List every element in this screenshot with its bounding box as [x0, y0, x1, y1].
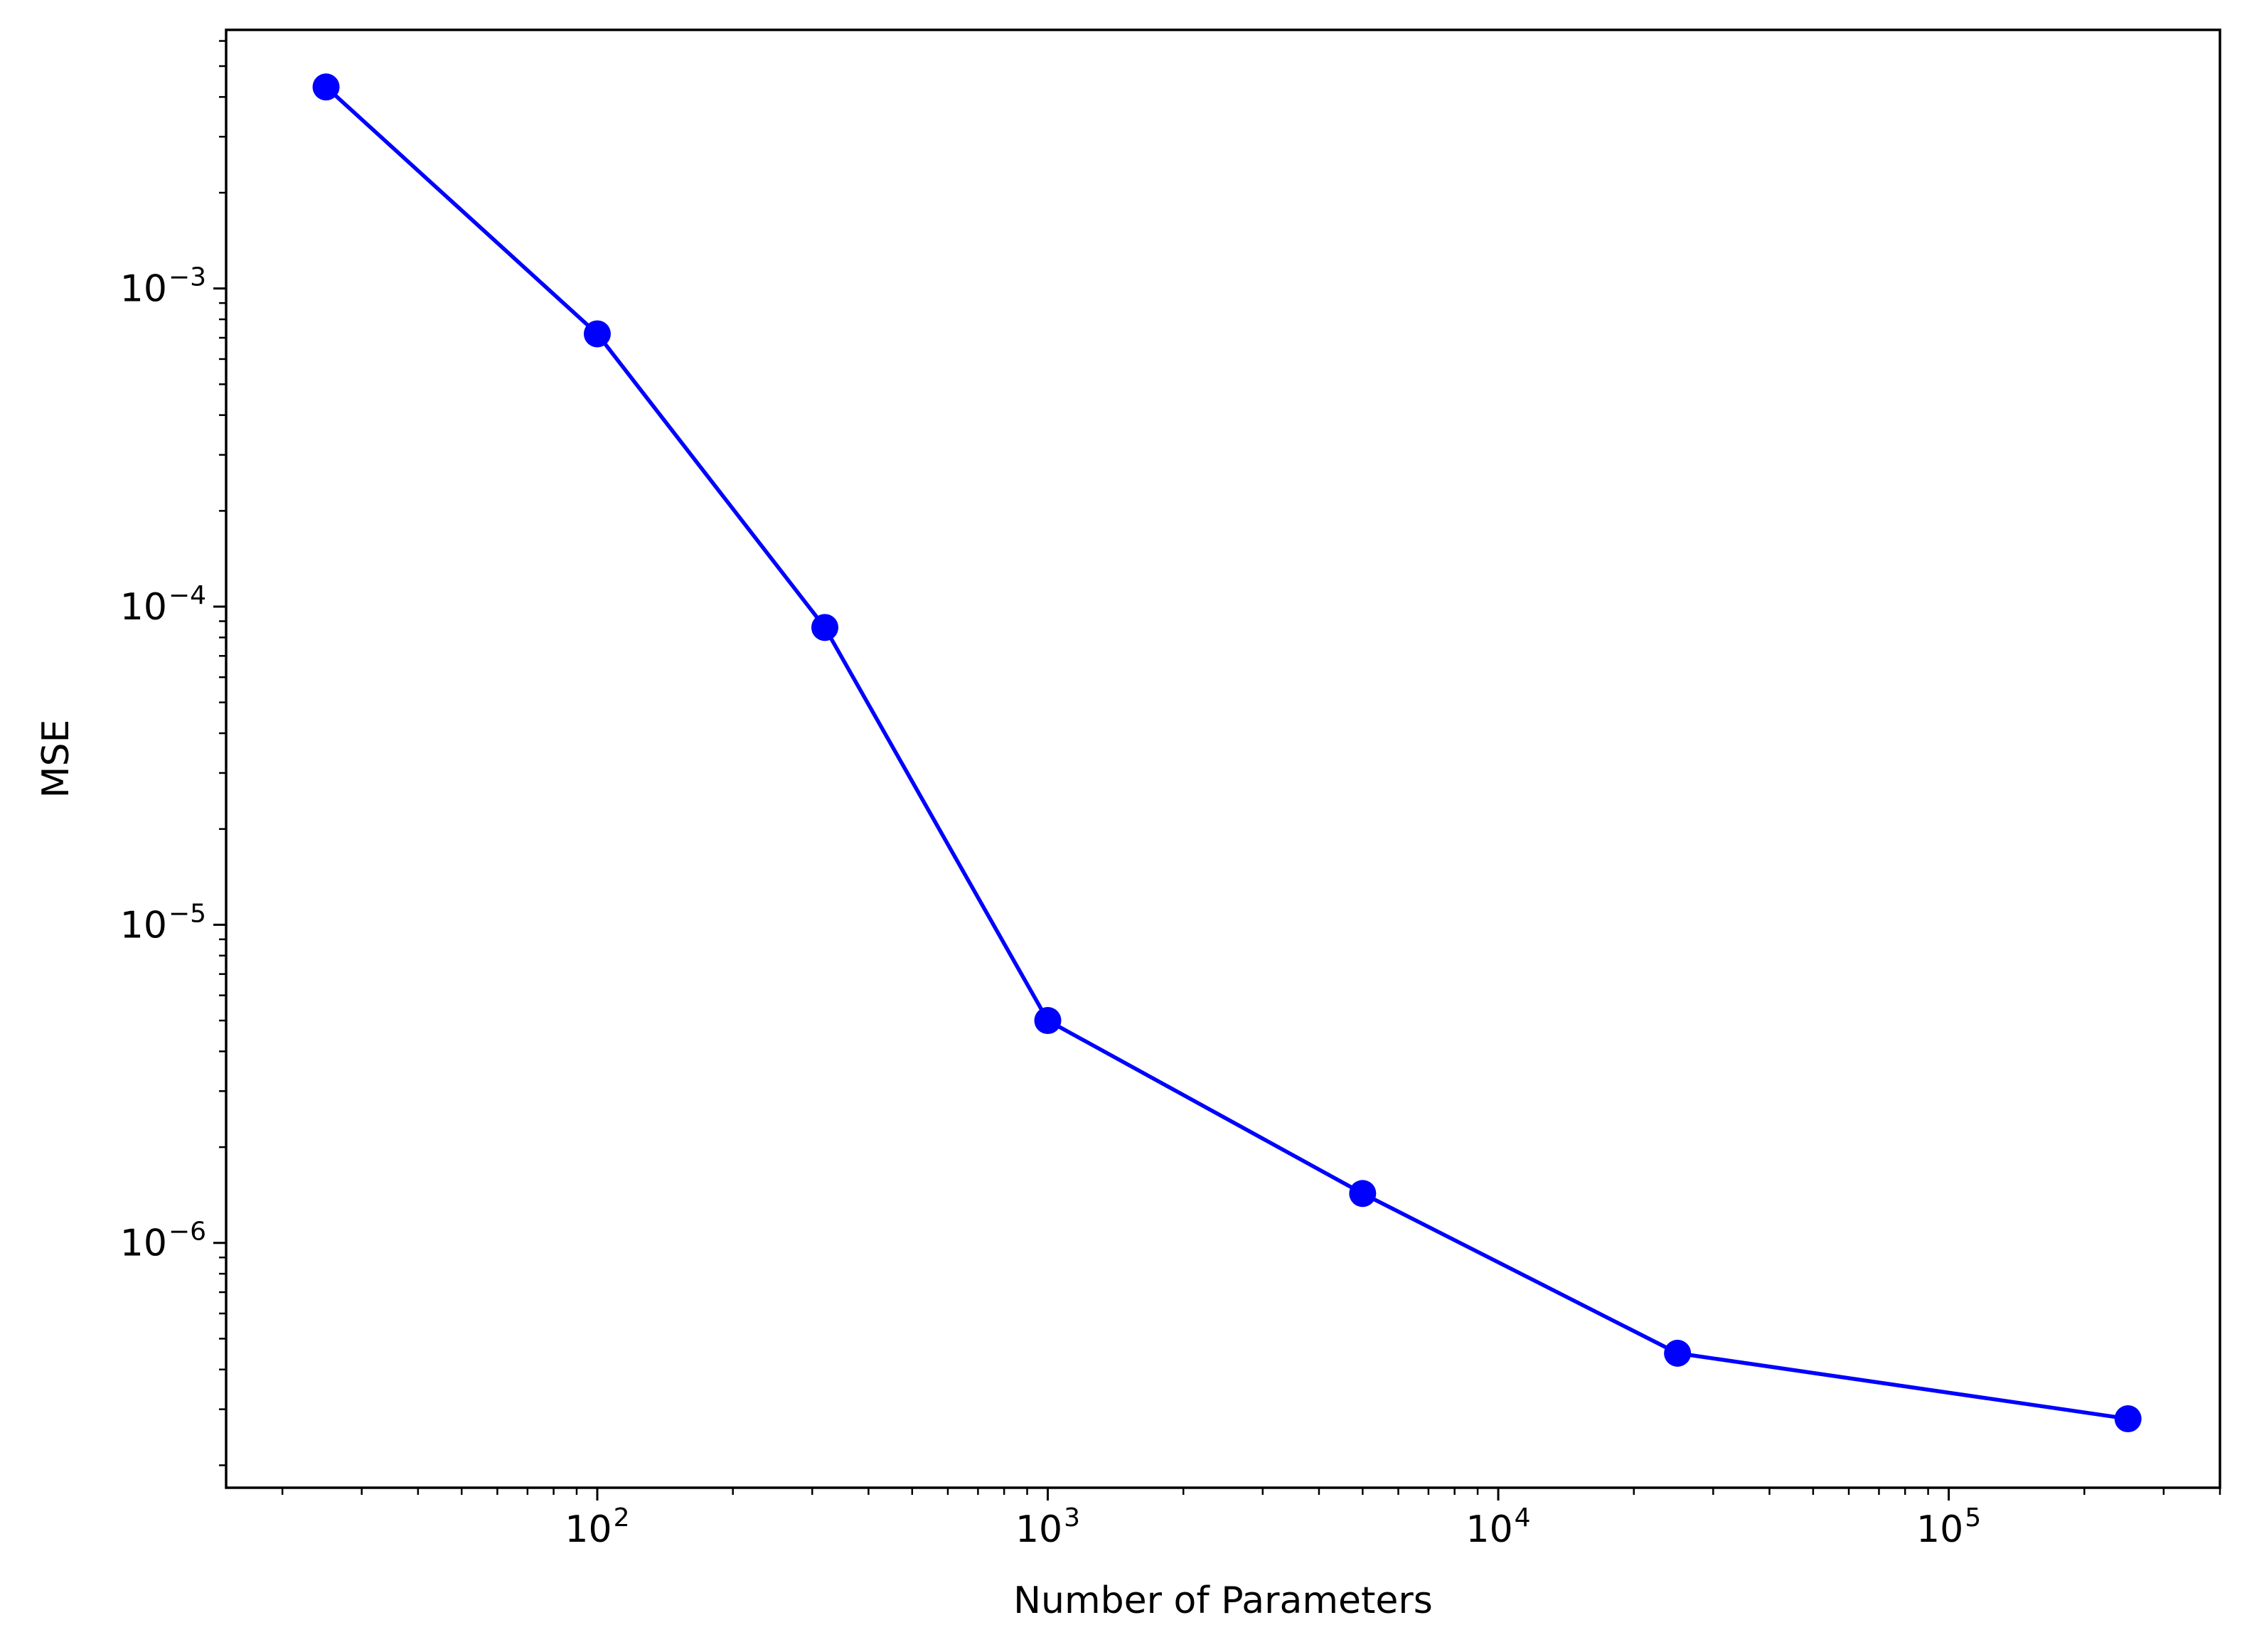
y-tick-label: 10−3 [120, 263, 206, 311]
data-point [811, 614, 839, 641]
data-point [312, 73, 340, 101]
y-tick-label: 10−4 [120, 581, 206, 629]
x-axis-label: Number of Parameters [1013, 1579, 1433, 1622]
data-point [1664, 1339, 1692, 1367]
axes-frame [225, 28, 2221, 1489]
y-tick-label: 10−6 [120, 1217, 206, 1265]
data-point [1349, 1180, 1377, 1208]
major-ticks: 102 103 104 105 10−6 10−5 10−4 10−3 [120, 263, 1981, 1551]
x-tick-label: 102 [565, 1503, 629, 1551]
x-tick-label: 103 [1015, 1503, 1080, 1551]
x-tick-label: 104 [1466, 1503, 1531, 1551]
y-axis-label: MSE [35, 720, 78, 799]
data-point [2114, 1405, 2142, 1433]
data-point [583, 320, 611, 348]
y-tick-label: 10−5 [120, 899, 206, 947]
x-tick-label: 105 [1916, 1503, 1981, 1551]
series-layer [312, 73, 2142, 1433]
data-point [1034, 1007, 1062, 1035]
